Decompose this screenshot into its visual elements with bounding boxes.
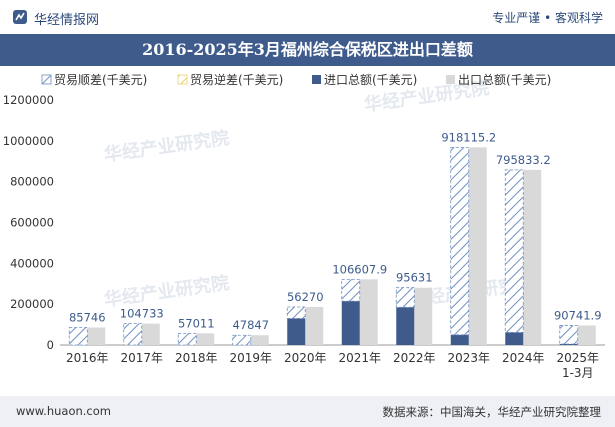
export-bar xyxy=(196,333,215,345)
import-bar xyxy=(341,301,360,345)
surplus-bar xyxy=(286,306,306,319)
legend-swatch-1 xyxy=(41,74,52,85)
legend-swatch-4 xyxy=(446,75,455,84)
watermark-text: 华经产业研究院 xyxy=(103,272,231,311)
surplus-bar xyxy=(177,332,197,346)
surplus-bar xyxy=(341,278,361,302)
legend-swatch-2 xyxy=(177,74,188,85)
watermark-text: 华经产业研究院 xyxy=(103,127,231,166)
export-bar xyxy=(468,147,487,345)
export-bar xyxy=(87,327,106,345)
data-label: 47847 xyxy=(232,318,269,332)
y-tick-label: 0 xyxy=(47,338,54,352)
data-label: 90741.9 xyxy=(554,308,602,322)
import-bar xyxy=(287,318,306,345)
export-bar xyxy=(305,306,324,345)
export-bar xyxy=(414,287,433,345)
y-tick-label: 200000 xyxy=(10,297,54,311)
chart: 华经产业研究院华经产业研究院华经产业研究院华经产业研究院 贸易顺差(千美元)贸易… xyxy=(3,72,605,380)
export-bar xyxy=(141,323,160,345)
export-bar xyxy=(523,169,542,345)
surplus-bar xyxy=(450,146,470,336)
data-label: 106607.9 xyxy=(332,262,387,276)
title-bar: 2016-2025年3月福州综合保税区进出口差额 xyxy=(0,34,615,66)
surplus-bar xyxy=(559,325,579,345)
import-bar xyxy=(396,307,415,345)
import-bar xyxy=(505,332,524,345)
y-tick-label: 1200000 xyxy=(3,93,54,107)
x-tick-label: 2016年 xyxy=(66,351,109,365)
export-bar xyxy=(250,335,269,345)
y-tick-label: 400000 xyxy=(10,256,54,270)
export-bar xyxy=(359,279,378,345)
footer: www.huaon.com 数据来源：中国海关，华经产业研究院整理 xyxy=(0,396,615,427)
x-tick-label: 1-3月 xyxy=(562,366,594,380)
footer-source: 数据来源：中国海关，华经产业研究院整理 xyxy=(382,405,602,419)
surplus-bar xyxy=(68,327,88,346)
x-tick-label: 2021年 xyxy=(338,351,381,365)
x-tick-label: 2017年 xyxy=(120,351,163,365)
surplus-bar xyxy=(504,169,524,333)
data-label: 95631 xyxy=(396,271,433,285)
legend-label-2: 贸易逆差(千美元) xyxy=(190,72,283,87)
x-tick-label: 2023年 xyxy=(447,351,490,365)
data-label: 56270 xyxy=(287,290,324,304)
brand-name: 华经情报网 xyxy=(34,13,100,28)
surplus-bar xyxy=(123,323,143,346)
surplus-bar xyxy=(395,287,415,308)
surplus-bar xyxy=(232,334,252,346)
export-bar xyxy=(577,325,596,345)
x-tick-label: 2019年 xyxy=(229,351,272,365)
x-tick-label: 2022年 xyxy=(393,351,436,365)
import-bar xyxy=(559,343,578,345)
legend-swatch-3 xyxy=(312,75,321,84)
x-tick-label: 2018年 xyxy=(175,351,218,365)
top-bar: 华经情报网 专业严谨 • 客观科学 xyxy=(0,0,615,34)
data-label: 57011 xyxy=(178,316,215,330)
x-tick-label: 2025年 xyxy=(556,351,599,365)
data-label: 918115.2 xyxy=(441,130,496,144)
logo-icon xyxy=(13,10,27,24)
chart-title: 2016-2025年3月福州综合保税区进出口差额 xyxy=(142,40,473,59)
legend-label-3: 进口总额(千美元) xyxy=(324,73,417,87)
x-tick-label: 2020年 xyxy=(284,351,327,365)
legend-label-4: 出口总额(千美元) xyxy=(458,73,551,87)
footer-site: www.huaon.com xyxy=(16,404,111,418)
data-label: 104733 xyxy=(120,307,164,321)
y-tick-label: 1000000 xyxy=(3,134,54,148)
legend-label-1: 贸易顺差(千美元) xyxy=(54,73,147,87)
x-tick-label: 2024年 xyxy=(502,351,545,365)
import-bar xyxy=(450,334,469,345)
data-label: 795833.2 xyxy=(496,153,551,167)
slogan: 专业严谨 • 客观科学 xyxy=(492,11,603,25)
y-tick-label: 800000 xyxy=(10,175,54,189)
data-label: 85746 xyxy=(69,310,106,324)
y-tick-label: 600000 xyxy=(10,216,54,230)
